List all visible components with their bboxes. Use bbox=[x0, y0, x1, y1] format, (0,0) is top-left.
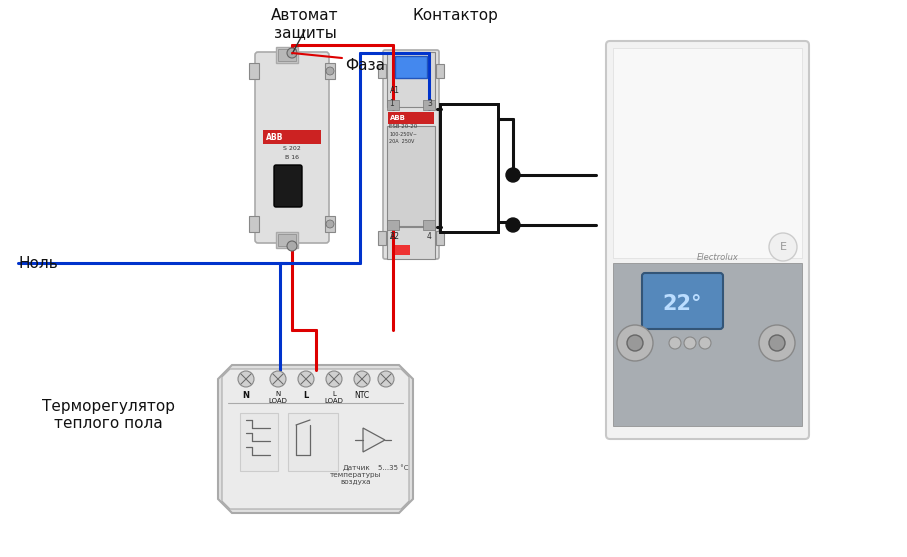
Polygon shape bbox=[218, 365, 413, 513]
FancyBboxPatch shape bbox=[255, 52, 329, 243]
Text: 100-250V~: 100-250V~ bbox=[389, 132, 417, 137]
Text: ABB: ABB bbox=[390, 115, 405, 121]
Circle shape bbox=[759, 325, 795, 361]
Bar bbox=[387, 227, 435, 259]
Text: 4: 4 bbox=[427, 232, 432, 241]
Bar bbox=[436, 64, 444, 78]
Bar bbox=[378, 64, 386, 78]
Text: Electrolux: Electrolux bbox=[697, 253, 739, 262]
Bar bbox=[387, 52, 435, 107]
Text: 2: 2 bbox=[389, 232, 394, 241]
Bar bbox=[240, 413, 278, 471]
Bar bbox=[436, 231, 444, 245]
Bar bbox=[288, 413, 338, 471]
Polygon shape bbox=[222, 369, 409, 509]
Circle shape bbox=[326, 67, 334, 75]
Bar bbox=[378, 231, 386, 245]
Circle shape bbox=[769, 335, 785, 351]
Bar bbox=[263, 130, 321, 144]
Text: 1: 1 bbox=[389, 99, 394, 108]
Text: 5...35 °С: 5...35 °С bbox=[377, 465, 408, 471]
Circle shape bbox=[684, 337, 696, 349]
FancyBboxPatch shape bbox=[274, 165, 302, 207]
Circle shape bbox=[287, 241, 297, 251]
Circle shape bbox=[326, 371, 342, 387]
Text: L: L bbox=[303, 391, 308, 400]
Circle shape bbox=[506, 168, 520, 182]
Bar bbox=[423, 100, 435, 110]
FancyBboxPatch shape bbox=[606, 41, 809, 439]
Bar bbox=[278, 49, 296, 61]
Text: B 16: B 16 bbox=[285, 155, 299, 160]
Circle shape bbox=[669, 337, 681, 349]
Circle shape bbox=[287, 48, 297, 58]
Bar bbox=[613, 263, 802, 426]
Text: 3: 3 bbox=[427, 99, 432, 108]
Bar bbox=[395, 245, 410, 255]
Bar bbox=[423, 220, 435, 230]
Bar bbox=[387, 100, 399, 110]
Bar bbox=[249, 63, 259, 79]
Text: 20A  250V: 20A 250V bbox=[389, 139, 414, 144]
Text: Датчик
температуры
воздуха: Датчик температуры воздуха bbox=[330, 465, 382, 485]
Text: Фаза: Фаза bbox=[345, 58, 385, 73]
Text: NTC: NTC bbox=[355, 391, 369, 400]
Text: ESB 20-20: ESB 20-20 bbox=[389, 124, 417, 129]
Bar bbox=[325, 63, 335, 79]
Bar bbox=[387, 126, 435, 226]
Text: ABB: ABB bbox=[266, 133, 283, 141]
Bar bbox=[388, 112, 434, 124]
Bar bbox=[387, 220, 399, 230]
Text: L
LOAD: L LOAD bbox=[325, 391, 344, 404]
FancyBboxPatch shape bbox=[642, 273, 723, 329]
Text: Автомат
защиты: Автомат защиты bbox=[271, 8, 339, 41]
Circle shape bbox=[627, 335, 643, 351]
Circle shape bbox=[506, 218, 520, 232]
Bar bbox=[249, 216, 259, 232]
FancyBboxPatch shape bbox=[383, 50, 439, 259]
Text: N: N bbox=[242, 391, 249, 400]
Bar bbox=[440, 104, 498, 232]
Bar bbox=[325, 216, 335, 232]
Bar bbox=[276, 47, 298, 63]
Bar bbox=[276, 232, 298, 248]
Circle shape bbox=[270, 371, 286, 387]
Bar bbox=[278, 234, 296, 246]
Text: E: E bbox=[779, 242, 786, 252]
Text: Терморегулятор
теплого пола: Терморегулятор теплого пола bbox=[42, 399, 174, 431]
Text: Ноль: Ноль bbox=[18, 256, 58, 271]
Text: Контактор: Контактор bbox=[412, 8, 498, 23]
Text: A1: A1 bbox=[390, 86, 400, 95]
Circle shape bbox=[298, 371, 314, 387]
Circle shape bbox=[617, 325, 653, 361]
Circle shape bbox=[378, 371, 394, 387]
Circle shape bbox=[769, 233, 797, 261]
Bar bbox=[440, 104, 498, 232]
Text: 22°: 22° bbox=[662, 294, 702, 314]
Circle shape bbox=[699, 337, 711, 349]
Bar bbox=[395, 56, 427, 78]
Text: N
LOAD: N LOAD bbox=[268, 391, 288, 404]
Circle shape bbox=[326, 220, 334, 228]
Circle shape bbox=[238, 371, 254, 387]
Polygon shape bbox=[363, 428, 385, 452]
Text: A2: A2 bbox=[390, 232, 400, 241]
Bar bbox=[614, 49, 809, 439]
Text: S 202: S 202 bbox=[283, 146, 301, 151]
Bar bbox=[613, 48, 802, 258]
Circle shape bbox=[354, 371, 370, 387]
